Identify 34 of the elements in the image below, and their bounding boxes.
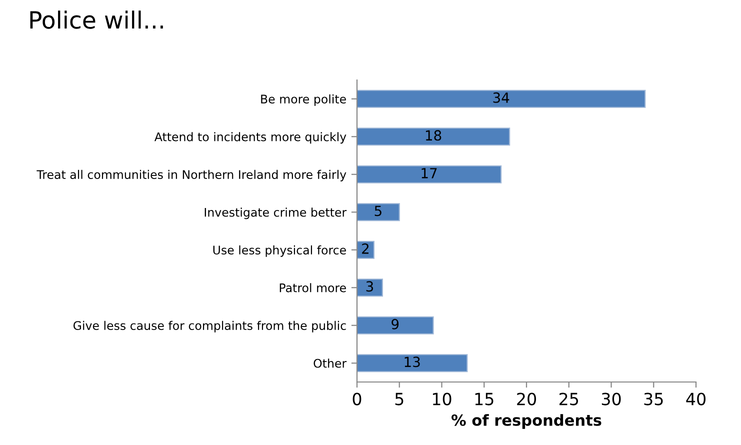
- bar: [357, 128, 510, 146]
- y-tick-label: Other: [314, 358, 347, 368]
- x-tick-label: 30: [602, 392, 621, 406]
- x-tick-label: 5: [395, 392, 404, 406]
- bar: [357, 316, 434, 334]
- data-label: 34: [493, 92, 510, 103]
- text: Police will...: [30, 10, 163, 29]
- y-tick-label: Give less cause for complaints from the public: [73, 320, 346, 332]
- bar: [357, 203, 400, 222]
- y-tick-label: Attend to incidents more quickly: [154, 132, 346, 144]
- data-label: 3: [366, 281, 374, 292]
- x-axis-title: % of respondents: [452, 414, 602, 429]
- x-tick-label: 35: [644, 392, 663, 406]
- data-label: 13: [404, 356, 420, 368]
- y-tick-label: Patrol more: [280, 283, 346, 292]
- data-label: 18: [426, 130, 442, 141]
- data-label: 5: [374, 206, 382, 216]
- bar: [357, 354, 468, 372]
- data-label: 2: [362, 243, 368, 254]
- bar: [357, 278, 383, 297]
- x-tick-label: 25: [559, 392, 578, 406]
- data-label: 9: [392, 318, 399, 330]
- x-tick-label: 0: [352, 392, 362, 406]
- bar: [357, 90, 646, 108]
- y-tick-label: Investigate crime better: [204, 208, 347, 220]
- x-tick-label: 10: [432, 392, 452, 406]
- y-tick-label: Treat all communities in Northern Ireland more fairly: [36, 170, 346, 182]
- y-tick-label: Use less physical force: [213, 245, 346, 257]
- data-label: 17: [422, 168, 437, 178]
- x-tick-label: 20: [517, 392, 536, 406]
- y-tick-label: Be more polite: [261, 94, 346, 106]
- x-tick-label: 40: [686, 392, 706, 406]
- x-tick-label: 15: [475, 392, 494, 406]
- bar: [357, 165, 502, 184]
